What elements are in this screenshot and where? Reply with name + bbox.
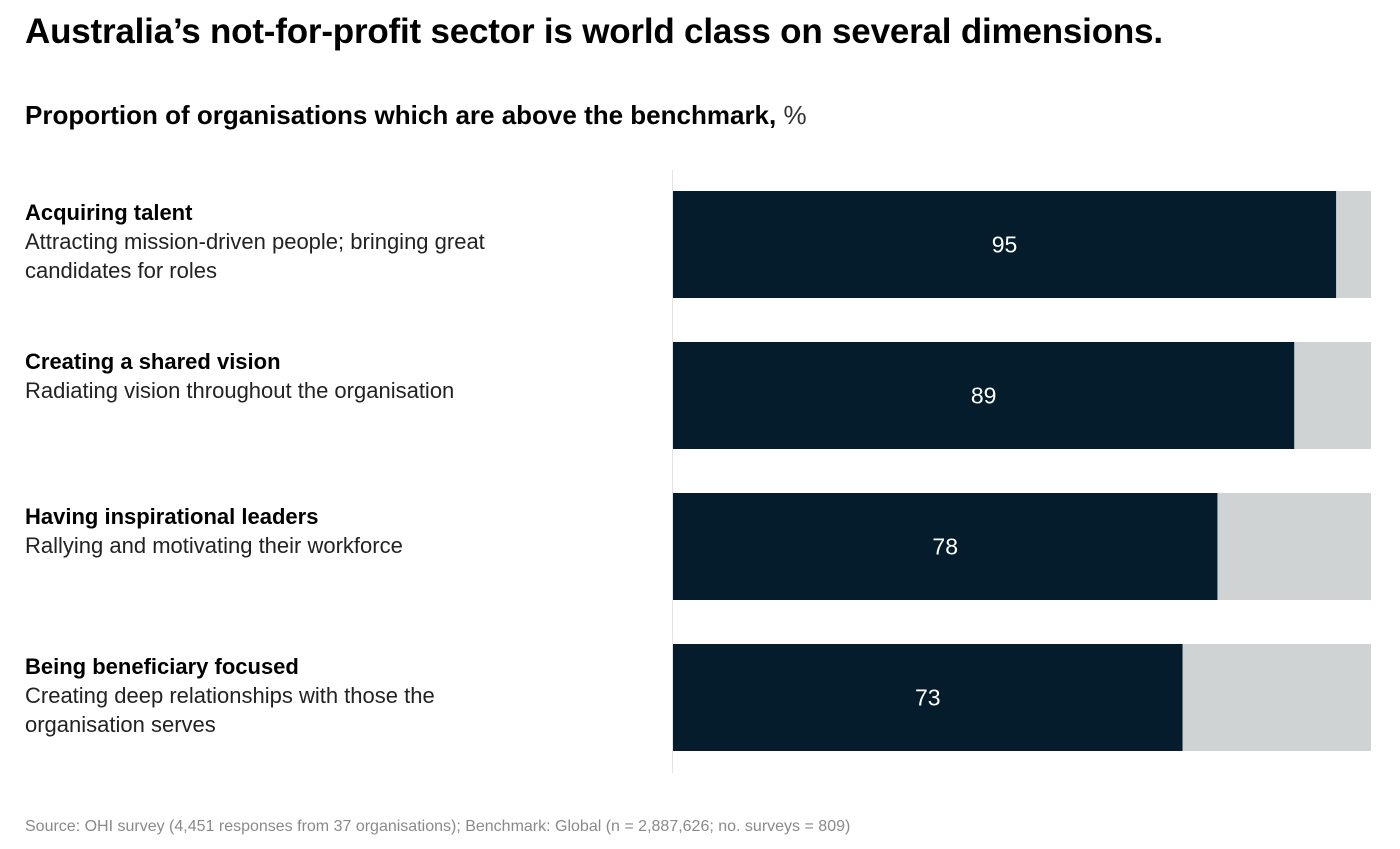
row-heading: Acquiring talent	[25, 200, 193, 225]
bar-value-label: 89	[971, 383, 997, 409]
bar-value-label: 73	[915, 685, 941, 711]
bar	[673, 191, 1337, 298]
row-description: Rallying and motivating their workforce	[25, 533, 403, 558]
bar-value-label: 95	[992, 232, 1018, 258]
subtitle-text: Proportion of organisations which are ab…	[25, 100, 777, 130]
bar-remainder	[1217, 493, 1371, 600]
bar	[673, 493, 1218, 600]
row-label-inspirational-leaders: Having inspirational leaders Rallying an…	[25, 502, 625, 560]
row-description: Creating deep relationships with those t…	[25, 683, 435, 737]
source-note: Source: OHI survey (4,451 responses from…	[25, 818, 851, 835]
row-heading: Creating a shared vision	[25, 349, 281, 374]
chart-subtitle: Proportion of organisations which are ab…	[25, 100, 807, 131]
chart-title: Australia’s not-for-profit sector is wor…	[25, 12, 1163, 51]
row-label-acquiring-talent: Acquiring talent Attracting mission-driv…	[25, 198, 625, 285]
row-label-shared-vision: Creating a shared vision Radiating visio…	[25, 347, 625, 405]
bar-remainder	[1336, 191, 1371, 298]
row-heading: Being beneficiary focused	[25, 654, 299, 679]
row-description: Radiating vision throughout the organisa…	[25, 378, 455, 403]
bar-remainder	[1182, 644, 1371, 751]
subtitle-unit: %	[783, 100, 807, 130]
bar-value-label: 78	[932, 534, 958, 560]
bar	[673, 342, 1295, 449]
bar-remainder	[1294, 342, 1371, 449]
row-description: Attracting mission-driven people; bringi…	[25, 229, 485, 283]
bar	[673, 644, 1183, 751]
row-label-beneficiary-focused: Being beneficiary focused Creating deep …	[25, 652, 625, 739]
row-heading: Having inspirational leaders	[25, 504, 319, 529]
